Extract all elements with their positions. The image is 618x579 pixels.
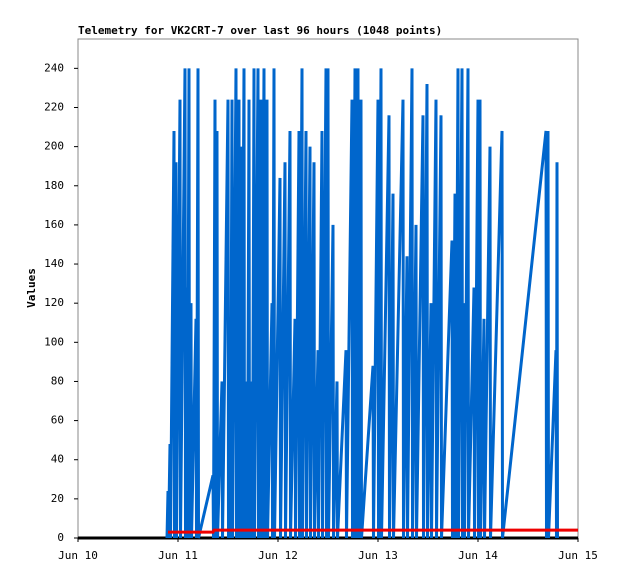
series-line bbox=[165, 68, 559, 539]
y-tick-label: 200 bbox=[44, 140, 64, 153]
x-tick-label: Jun 15 bbox=[558, 549, 598, 562]
y-tick-label: 0 bbox=[57, 531, 64, 544]
y-tick-label: 240 bbox=[44, 61, 64, 74]
series-line bbox=[168, 528, 578, 534]
y-tick-label: 80 bbox=[51, 374, 64, 387]
y-tick-label: 100 bbox=[44, 335, 64, 348]
x-tick-label: Jun 11 bbox=[158, 549, 198, 562]
x-tick-label: Jun 10 bbox=[58, 549, 98, 562]
x-tick-label: Jun 12 bbox=[258, 549, 298, 562]
x-tick-label: Jun 14 bbox=[458, 549, 498, 562]
y-tick-label: 60 bbox=[51, 414, 64, 427]
y-tick-label: 40 bbox=[51, 453, 64, 466]
x-tick-label: Jun 13 bbox=[358, 549, 398, 562]
y-tick-label: 140 bbox=[44, 257, 64, 270]
chart-title: Telemetry for VK2CRT-7 over last 96 hour… bbox=[78, 24, 442, 37]
y-tick-label: 220 bbox=[44, 100, 64, 113]
y-axis-label: Values bbox=[25, 268, 38, 308]
y-tick-label: 160 bbox=[44, 218, 64, 231]
y-tick-label: 20 bbox=[51, 492, 64, 505]
y-tick-label: 180 bbox=[44, 179, 64, 192]
y-tick-label: 120 bbox=[44, 296, 64, 309]
